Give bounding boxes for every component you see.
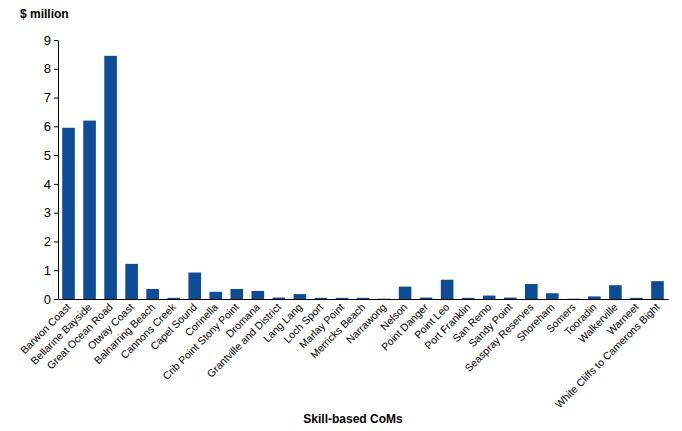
x-tick-label: Crib Point Stony Point [160,301,241,382]
bar [504,298,517,299]
bar [62,128,75,299]
y-axis-line [58,41,59,300]
bar [294,294,307,299]
x-tick: Crib Point Stony Point [160,299,241,382]
bar [441,280,454,299]
y-tick-label: 5 [44,148,51,163]
bar [420,298,433,299]
y-tick-mark [54,299,58,300]
x-axis: Barwon CoastBellarine BaysideGreat Ocean… [18,299,669,410]
y-tick-mark [54,270,58,271]
bar [357,298,370,299]
bar [588,296,601,299]
y-tick-label: 7 [44,90,51,105]
y-axis: 0 1 2 3 4 5 6 7 8 9 [44,33,59,307]
bar [188,273,201,299]
y-tick: 2 [44,234,58,249]
x-tick: White Cliffs to Camerons Bight [552,299,662,410]
y-tick-label: 2 [44,234,51,249]
y-tick: 3 [44,205,58,220]
bar [209,292,222,299]
y-tick-mark [54,126,58,127]
chart: 0 1 2 3 4 5 6 7 8 9 Barwon CoastBellarine BaysideG… [0,0,682,431]
y-tick: 1 [44,263,58,278]
y-tick: 9 [44,33,58,48]
y-tick-mark [54,98,58,99]
bar [399,287,412,299]
y-tick-mark [54,40,58,41]
y-tick-mark [54,184,58,185]
y-tick: 8 [44,61,58,76]
bar [315,298,328,299]
y-tick-mark [54,155,58,156]
bar [125,264,138,299]
bar [83,121,96,299]
bar [462,298,475,299]
x-tick-label: White Cliffs to Camerons Bight [552,301,662,411]
bar [609,285,622,299]
bar [104,56,117,299]
bar [336,298,349,299]
y-tick-label: 8 [44,61,51,76]
bar [378,298,391,299]
y-tick: 7 [44,90,58,105]
bar [567,298,580,299]
bar [230,289,243,299]
y-tick-label: 3 [44,205,51,220]
bar [651,281,664,299]
y-axis-title: $ million [20,7,69,21]
y-tick-mark [54,69,58,70]
y-tick: 4 [44,177,58,192]
y-tick-label: 1 [44,263,51,278]
bar [525,284,538,299]
bar [546,293,559,299]
y-tick-label: 6 [44,119,51,134]
y-tick-mark [54,213,58,214]
bar [630,298,643,299]
plot: 0 1 2 3 4 5 6 7 8 9 Barwon CoastBellarine BaysideG… [18,33,669,411]
bars [62,56,664,299]
bar [146,289,159,299]
x-axis-title: Skill-based CoMs [303,412,403,426]
y-tick-label: 9 [44,33,51,48]
y-tick: 5 [44,148,58,163]
y-tick: 6 [44,119,58,134]
bar [167,298,180,299]
bar [273,298,286,299]
bar [252,291,265,299]
y-tick: 0 [44,292,58,307]
bar [483,296,496,299]
y-tick-label: 4 [44,177,51,192]
x-axis-line [59,299,669,300]
y-tick-label: 0 [44,292,51,307]
y-tick-mark [54,241,58,242]
